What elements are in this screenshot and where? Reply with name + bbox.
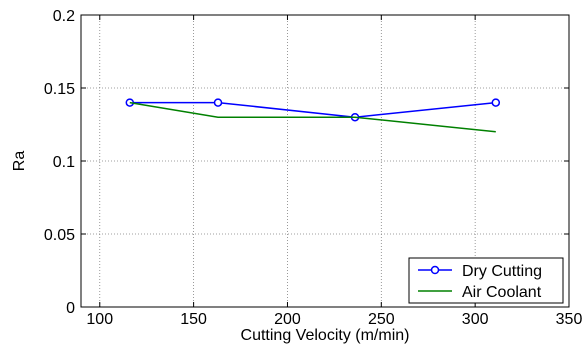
series-line-dry-cutting [129,101,496,118]
y-tick-label: 0.15 [44,81,75,98]
y-tick-label: 0.05 [44,227,75,244]
y-tick-label: 0.2 [53,8,75,25]
data-point-dry-cutting [213,98,223,107]
data-point-dry-cutting [491,98,501,107]
legend: Dry Cutting Air Coolant [408,257,564,304]
x-tick-label: 200 [274,311,301,328]
legend-box [408,257,564,304]
x-tick-label: 300 [462,311,489,328]
legend-marker-dry-cutting [430,265,440,275]
series-line-air-coolant [129,101,496,133]
x-axis-title: Cutting Velocity (m/min) [241,327,410,344]
x-tick-label: 100 [86,311,113,328]
x-tick-label: 250 [368,311,395,328]
ticks: 100 150 200 250 300 350 0 0.05 0.1 0.15 0.2 [44,8,583,328]
legend-label-air-coolant: Air Coolant [462,284,542,301]
x-tick-label: 150 [180,311,207,328]
series-group [125,98,501,133]
y-axis-title: Ra [11,151,28,172]
x-tick-label: 350 [556,311,583,328]
y-tick-label: 0.1 [53,154,75,171]
legend-label-dry-cutting: Dry Cutting [462,263,542,280]
y-tick-label: 0 [66,300,75,317]
